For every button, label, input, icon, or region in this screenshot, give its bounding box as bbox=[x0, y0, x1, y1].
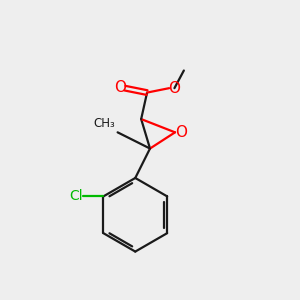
Text: O: O bbox=[176, 125, 188, 140]
Text: O: O bbox=[168, 81, 180, 96]
Text: O: O bbox=[114, 80, 126, 95]
Text: Cl: Cl bbox=[70, 189, 83, 203]
Text: CH₃: CH₃ bbox=[94, 117, 115, 130]
